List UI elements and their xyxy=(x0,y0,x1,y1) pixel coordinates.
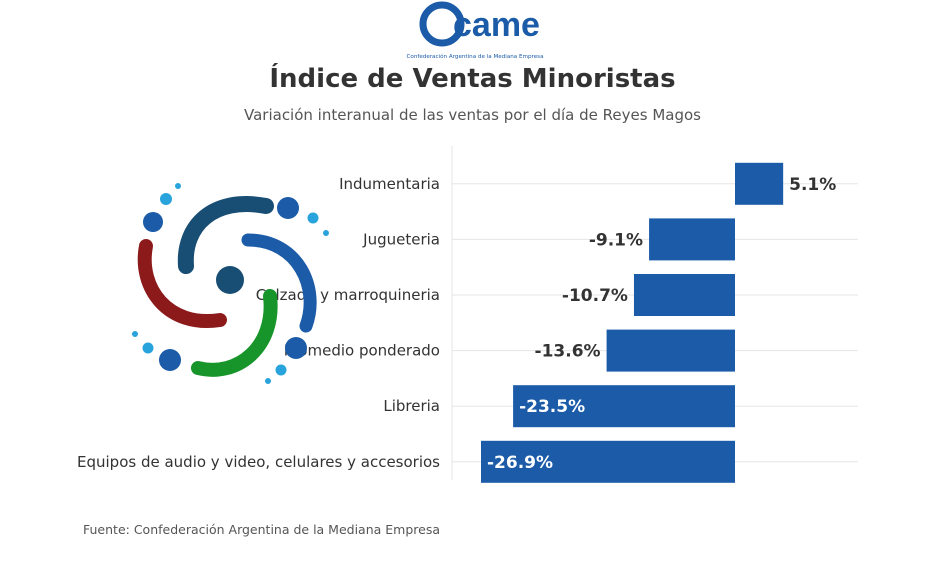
came-logo: came Confederación Argentina de la Media… xyxy=(395,0,555,62)
spiral-logo-icon xyxy=(128,178,333,388)
logo-caption: Confederación Argentina de la Mediana Em… xyxy=(406,53,543,60)
data-label: -13.6% xyxy=(535,342,601,362)
data-label: -23.5% xyxy=(519,397,585,417)
category-label: Indumentaria xyxy=(339,175,440,193)
chart-subtitle: Variación interanual de las ventas por e… xyxy=(244,106,701,124)
category-label: Calzado y marroquineria xyxy=(256,286,440,304)
chart-title: Índice de Ventas Minoristas xyxy=(269,64,676,94)
bar xyxy=(481,440,735,483)
source-note: Fuente: Confederación Argentina de la Me… xyxy=(83,522,441,537)
logo-text: came xyxy=(453,6,540,44)
category-label: Equipos de audio y video, celulares y ac… xyxy=(77,453,440,471)
data-label: 5.1% xyxy=(789,175,836,195)
category-label: Libreria xyxy=(383,397,440,415)
bar xyxy=(606,329,735,372)
came-logo-graphic: came Confederación Argentina de la Media… xyxy=(406,1,544,60)
data-label: -10.7% xyxy=(562,286,628,306)
bar xyxy=(513,385,735,428)
data-label: -9.1% xyxy=(589,230,643,250)
category-label: Jugueteria xyxy=(362,230,440,248)
category-label: Promedio ponderado xyxy=(284,342,440,360)
bar xyxy=(735,162,784,205)
data-label: -26.9% xyxy=(487,453,553,473)
bar xyxy=(633,274,735,316)
bar xyxy=(649,218,735,261)
